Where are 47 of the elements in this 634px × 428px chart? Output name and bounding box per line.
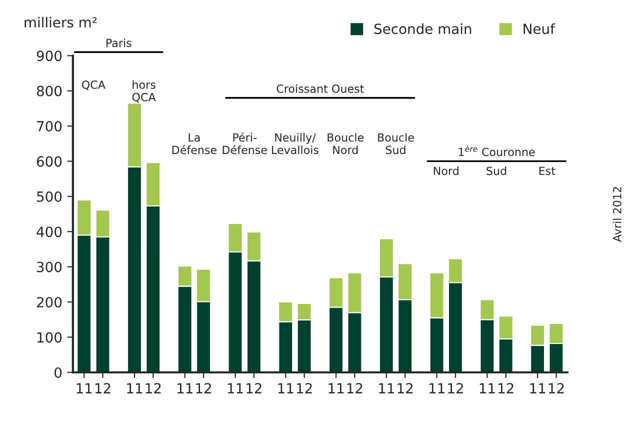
text: Avril 2012 xyxy=(612,187,622,242)
y-tick-label: 400 xyxy=(36,226,62,238)
x-tick-label: 12 xyxy=(246,383,262,394)
x-tick-label: 12 xyxy=(398,383,413,394)
x-tick-label: 11 xyxy=(228,383,243,394)
annotation: Sud xyxy=(486,166,506,176)
x-tick-label: 11 xyxy=(178,383,192,394)
annotation: 1$^{ère}$ Couronne xyxy=(458,146,535,156)
x-tick-label: 11 xyxy=(328,383,344,394)
x-tick-label: 12 xyxy=(347,383,362,394)
y-tick-label: 700 xyxy=(37,120,62,132)
y-tick-label: 900 xyxy=(36,50,62,62)
annotation: Croissant Ouest xyxy=(276,84,364,93)
annotation: Boucle Sud xyxy=(378,133,414,154)
annotation: La Défense xyxy=(172,133,217,154)
x-tick-label: 11 xyxy=(379,383,394,394)
annotation: Nord xyxy=(434,166,458,176)
annotation: Péri- Défense xyxy=(222,132,267,154)
legend-label: Neuf xyxy=(524,23,556,34)
x-tick-label: 11 xyxy=(429,383,444,394)
x-tick-label: 12 xyxy=(548,383,564,394)
y-tick-label: 500 xyxy=(37,191,62,202)
y-tick-label: 200 xyxy=(37,296,62,308)
x-tick-label: 12 xyxy=(448,383,463,394)
y-tick-label: 600 xyxy=(36,156,62,167)
annotation: Boucle Nord xyxy=(328,133,364,154)
annotation: Est xyxy=(539,166,556,176)
text: Paris xyxy=(106,38,132,48)
x-tick-label: 12 xyxy=(146,383,161,394)
y-tick-label: 300 xyxy=(37,262,62,272)
annotation: QCA xyxy=(82,80,106,90)
x-tick-label: 11 xyxy=(76,383,92,394)
annotation: hors QCA xyxy=(132,80,156,103)
y-tick-label: 800 xyxy=(36,86,62,96)
x-tick-label: 11 xyxy=(530,383,546,394)
x-tick-label: 12 xyxy=(296,383,312,394)
x-tick-label: 12 xyxy=(95,383,110,394)
x-tick-label: 11 xyxy=(127,383,142,394)
x-tick-label: 12 xyxy=(196,383,211,394)
annotation: Neuilly/ Levallois xyxy=(272,133,318,154)
x-tick-label: 11 xyxy=(480,383,495,394)
y-tick-label: 0 xyxy=(54,367,62,378)
legend-label: Seconde main xyxy=(374,23,472,34)
y-axis-title: milliers m² xyxy=(24,16,97,28)
x-tick-label: 12 xyxy=(498,383,514,394)
x-tick-label: 11 xyxy=(278,383,294,394)
y-tick-label: 100 xyxy=(38,332,62,343)
